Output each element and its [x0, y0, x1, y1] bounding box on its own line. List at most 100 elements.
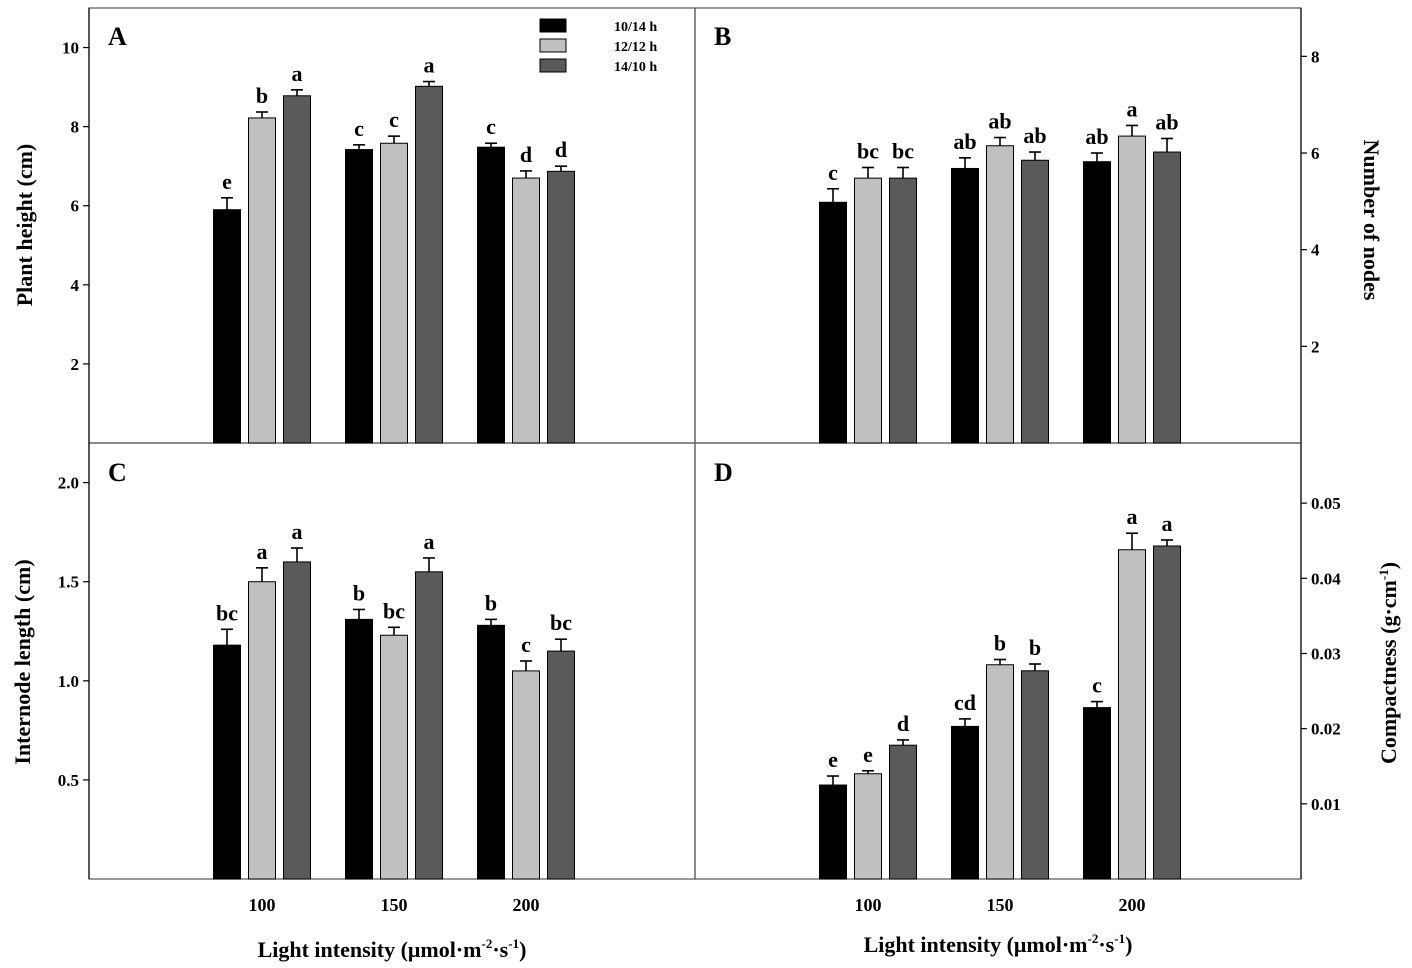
panel-c-significance-letter: a: [292, 519, 303, 544]
panel-d-significance-letter: b: [994, 630, 1006, 655]
panel-a-significance-letter: c: [486, 114, 496, 139]
panel-b-significance-letter: a: [1127, 96, 1138, 121]
panel-d-xtick-label: 100: [855, 895, 882, 915]
panel-d-bar: [819, 784, 847, 880]
panel-c-ylabel: Internode length (cm): [10, 559, 35, 764]
panel-b-bar: [951, 167, 979, 444]
panel-d-ytick-label: 0.05: [1311, 494, 1341, 513]
panel-d-significance-letter: a: [1127, 504, 1138, 529]
legend-swatch-12-12: [539, 38, 567, 53]
x-axis-title-left: Light intensity (μmol·m-2·s-1): [258, 936, 527, 962]
panel-b-bar: [1021, 159, 1049, 444]
panel-c-significance-letter: b: [485, 590, 497, 615]
panel-d-significance-letter: c: [1092, 673, 1102, 698]
panel-a-ytick-label: 4: [71, 276, 80, 295]
panel-a-letter: A: [108, 22, 127, 51]
panel-b-bar: [889, 177, 917, 444]
panel-a-significance-letter: e: [222, 169, 232, 194]
panel-c-significance-letter: bc: [550, 610, 572, 635]
panel-a-ytick-label: 10: [62, 39, 79, 58]
panel-c-bar: [248, 581, 276, 880]
legend-label-12-12: 12/12 h: [614, 40, 657, 55]
panel-d-bar: [1021, 670, 1049, 880]
panel-b-significance-letter: bc: [857, 139, 879, 164]
panel-a-significance-letter: d: [555, 137, 567, 162]
panel-c-ytick-label: 0.5: [58, 771, 79, 790]
panel-d-significance-letter: a: [1162, 511, 1173, 536]
panel-a-bar: [213, 209, 241, 444]
panel-d-xtick-label: 150: [987, 895, 1014, 915]
panel-c-ytick-label: 2.0: [58, 474, 79, 493]
panel-d-letter: D: [714, 458, 733, 487]
panel-a-ytick-label: 8: [71, 118, 80, 137]
panel-b-ytick-label: 4: [1311, 241, 1320, 260]
legend-swatch-14-10: [539, 58, 567, 73]
panel-a-significance-letter: c: [354, 116, 364, 141]
panel-d-bar: [986, 664, 1014, 880]
panel-c-bar: [213, 644, 241, 880]
panel-d-ytick-label: 0.02: [1311, 720, 1341, 739]
panel-d-significance-letter: b: [1029, 635, 1041, 660]
panel-a-significance-letter: a: [292, 61, 303, 86]
panel-d-ytick-label: 0.01: [1311, 795, 1341, 814]
panel-d-bar: [1153, 545, 1181, 880]
panel-d-significance-letter: cd: [954, 690, 976, 715]
panel-a-bar: [512, 177, 540, 444]
panel-d-bar: [854, 773, 882, 880]
panel-b-significance-letter: ab: [1085, 124, 1108, 149]
panel-a-ylabel: Plant height (cm): [12, 144, 37, 307]
panel-b-bar: [986, 145, 1014, 444]
panel-d-ylabel: Compactness (g·cm-1): [1376, 562, 1401, 764]
panel-a-bar: [345, 149, 373, 444]
panel-c-significance-letter: bc: [216, 600, 238, 625]
panel-b-ylabel: Number of nodes: [1359, 140, 1384, 301]
panel-c-ytick-label: 1.0: [58, 672, 79, 691]
panel-d-ytick-label: 0.03: [1311, 644, 1341, 663]
panel-d-significance-letter: e: [863, 742, 873, 767]
panel-c-bar: [283, 561, 311, 880]
panel-b-bar: [1083, 161, 1111, 444]
panel-b-significance-letter: c: [828, 160, 838, 185]
panel-c-bar: [380, 634, 408, 880]
legend-label-14-10: 14/10 h: [614, 60, 657, 75]
panel-c-ytick-label: 1.5: [58, 573, 79, 592]
panel-c-letter: C: [108, 458, 127, 487]
panel-b-ytick-label: 2: [1311, 337, 1320, 356]
panel-c-bar: [345, 618, 373, 880]
legend: 10/14 h 12/12 h 14/10 h: [539, 18, 657, 75]
panel-b-bar: [819, 201, 847, 444]
panel-b-significance-letter: bc: [892, 139, 914, 164]
panel-c-xtick-label: 200: [513, 895, 540, 915]
panel-c-bar: [415, 571, 443, 880]
legend-label-10-14: 10/14 h: [614, 20, 657, 35]
panel-c-significance-letter: a: [424, 529, 435, 554]
panel-a-bar: [248, 117, 276, 444]
panel-b-significance-letter: ab: [953, 129, 976, 154]
panel-a-bar: [283, 95, 311, 444]
panel-d-bar: [951, 725, 979, 880]
panel-c-significance-letter: a: [257, 539, 268, 564]
panel-c-xtick-label: 150: [381, 895, 408, 915]
panel-a-significance-letter: c: [389, 107, 399, 132]
legend-swatch-10-14: [539, 18, 567, 33]
panel-b-bar: [1118, 135, 1146, 444]
panel-c-bar: [477, 624, 505, 880]
panel-c-bar: [512, 670, 540, 880]
panel-b-bar: [1153, 151, 1181, 444]
panel-b-significance-letter: ab: [1155, 110, 1178, 135]
panel-c-bar: [547, 650, 575, 880]
panel-b-significance-letter: ab: [988, 109, 1011, 134]
panel-a-significance-letter: b: [256, 83, 268, 108]
panel-c-xtick-label: 100: [249, 895, 276, 915]
panel-b-ytick-label: 8: [1311, 47, 1320, 66]
panel-d-bar: [889, 744, 917, 880]
panel-d-ytick-label: 0.04: [1311, 569, 1341, 588]
panel-a-bar: [477, 146, 505, 444]
panel-c-significance-letter: b: [353, 580, 365, 605]
panel-d-bar: [1118, 549, 1146, 880]
panel-a-significance-letter: a: [424, 53, 435, 78]
panel-a-significance-letter: d: [520, 142, 532, 167]
panel-d-bar: [1083, 707, 1111, 880]
panel-d-significance-letter: d: [897, 711, 909, 736]
